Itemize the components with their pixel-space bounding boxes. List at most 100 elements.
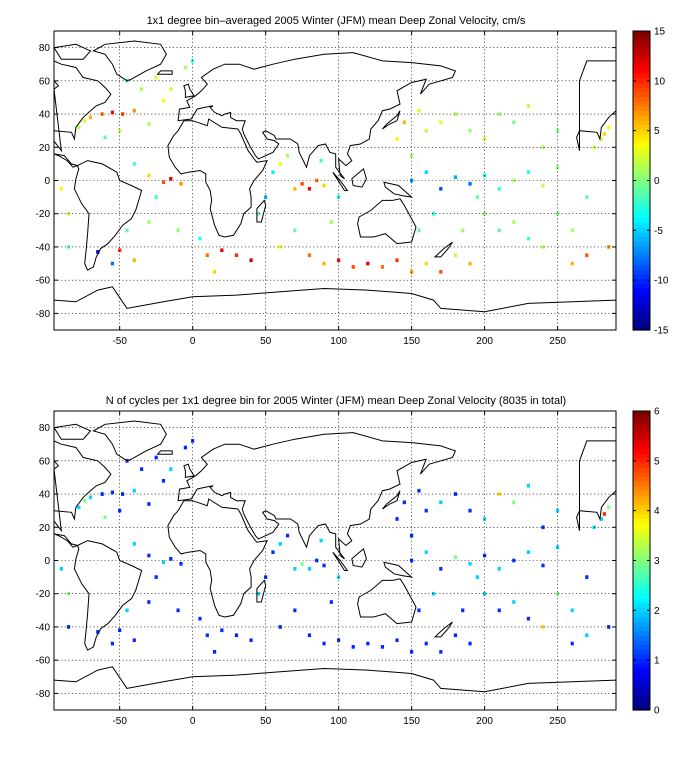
data-cell xyxy=(512,500,516,505)
data-cell xyxy=(556,128,560,133)
plot-frame xyxy=(53,30,617,331)
data-cell xyxy=(234,253,239,258)
data-cell xyxy=(183,445,187,450)
colorbar-segment xyxy=(633,35,650,41)
data-cell xyxy=(468,261,472,266)
data-cell xyxy=(541,245,545,249)
colorbar-segment xyxy=(633,541,650,548)
coastline xyxy=(92,40,167,82)
x-tick-label: 250 xyxy=(549,716,566,727)
colorbar-segment xyxy=(633,259,650,266)
colorbar-segment xyxy=(633,411,650,417)
colorbar-segment xyxy=(633,157,650,163)
data-cell xyxy=(402,120,406,125)
coastline xyxy=(382,110,401,130)
colorbar-segment xyxy=(633,448,650,454)
data-cell xyxy=(439,566,443,571)
colorbar-segment xyxy=(633,565,650,571)
data-cell xyxy=(512,220,516,224)
data-cell xyxy=(96,250,100,254)
colorbar-segment xyxy=(633,203,650,210)
coastline xyxy=(383,181,414,198)
data-cell xyxy=(468,508,472,513)
colorbar-segment xyxy=(633,672,650,678)
data-cell xyxy=(512,558,516,563)
colorbar-segment xyxy=(633,658,650,664)
data-cell xyxy=(380,265,385,269)
coastline xyxy=(156,450,173,455)
colorbar-segment xyxy=(633,677,650,683)
colorbar-tick-label: 0 xyxy=(654,176,660,187)
data-cell xyxy=(497,608,501,613)
colorbar-segment xyxy=(633,45,650,51)
coastline xyxy=(433,241,453,258)
data-cell xyxy=(249,638,253,643)
data-cell xyxy=(366,641,370,646)
colorbar-segment xyxy=(633,434,650,440)
data-cell xyxy=(570,261,574,266)
y-tick-label: 60 xyxy=(39,456,51,467)
y-tick-label: 0 xyxy=(44,176,50,187)
colorbar-segment xyxy=(633,639,650,646)
data-cell xyxy=(118,128,122,133)
colorbar-tick-label: 10 xyxy=(654,76,666,87)
data-cell xyxy=(154,575,158,579)
colorbar-segment xyxy=(633,527,650,534)
colorbar-tick-label: -15 xyxy=(654,326,669,337)
x-tick-label: 150 xyxy=(403,336,420,347)
data-cell xyxy=(118,508,122,513)
data-cell xyxy=(147,600,151,604)
coastline xyxy=(156,70,173,75)
colorbar-segment xyxy=(633,77,650,83)
coastline xyxy=(167,498,268,618)
data-cell xyxy=(205,253,209,258)
data-cell xyxy=(198,616,202,621)
coastline xyxy=(177,52,457,180)
colorbar-segment xyxy=(633,686,650,692)
colorbar-tick-label: 15 xyxy=(654,27,666,38)
data-cell xyxy=(256,211,260,216)
data-cell xyxy=(585,633,589,638)
data-cell xyxy=(88,495,93,500)
data-cell xyxy=(293,566,297,571)
y-tick-label: 20 xyxy=(39,143,51,154)
y-tick-label: -40 xyxy=(36,622,51,633)
cycles-data-cells xyxy=(59,439,611,654)
colorbar-segment xyxy=(633,569,650,576)
colorbar-segment xyxy=(633,40,650,46)
colorbar-segment xyxy=(633,537,650,543)
data-cell xyxy=(556,591,560,596)
data-cell xyxy=(307,633,312,638)
colorbar-segment xyxy=(633,635,650,641)
data-cell xyxy=(110,110,114,115)
colorbar-segment xyxy=(633,292,650,298)
coastline xyxy=(54,153,80,168)
data-cell xyxy=(293,608,297,613)
colorbar-segment xyxy=(633,509,650,515)
colorbar-segment xyxy=(633,315,650,322)
data-cell xyxy=(205,633,209,638)
data-cell xyxy=(154,75,158,80)
colorbar-segment xyxy=(633,481,650,487)
colorbar-segment xyxy=(633,208,650,214)
coastline xyxy=(433,621,453,638)
coastline xyxy=(73,540,143,651)
colorbar-tick-label: -5 xyxy=(654,226,663,237)
data-cell xyxy=(285,533,290,538)
data-cell xyxy=(110,490,114,495)
colorbar-segment xyxy=(633,245,650,252)
colorbar-segment xyxy=(633,133,650,140)
colorbar-segment xyxy=(633,283,650,289)
colorbar-segment xyxy=(633,621,650,627)
plot-frame xyxy=(53,410,617,711)
data-cell xyxy=(468,641,472,646)
colorbar-tick-label: 0 xyxy=(654,706,660,717)
colorbar-segment xyxy=(633,161,650,168)
data-cell xyxy=(307,253,312,258)
data-cell xyxy=(475,195,479,199)
data-cell xyxy=(417,488,421,493)
data-cell xyxy=(410,650,414,654)
y-tick-label: 40 xyxy=(39,490,51,501)
chart-title-velocity: 1x1 degree bin–averaged 2005 Winter (JFM… xyxy=(147,15,526,27)
